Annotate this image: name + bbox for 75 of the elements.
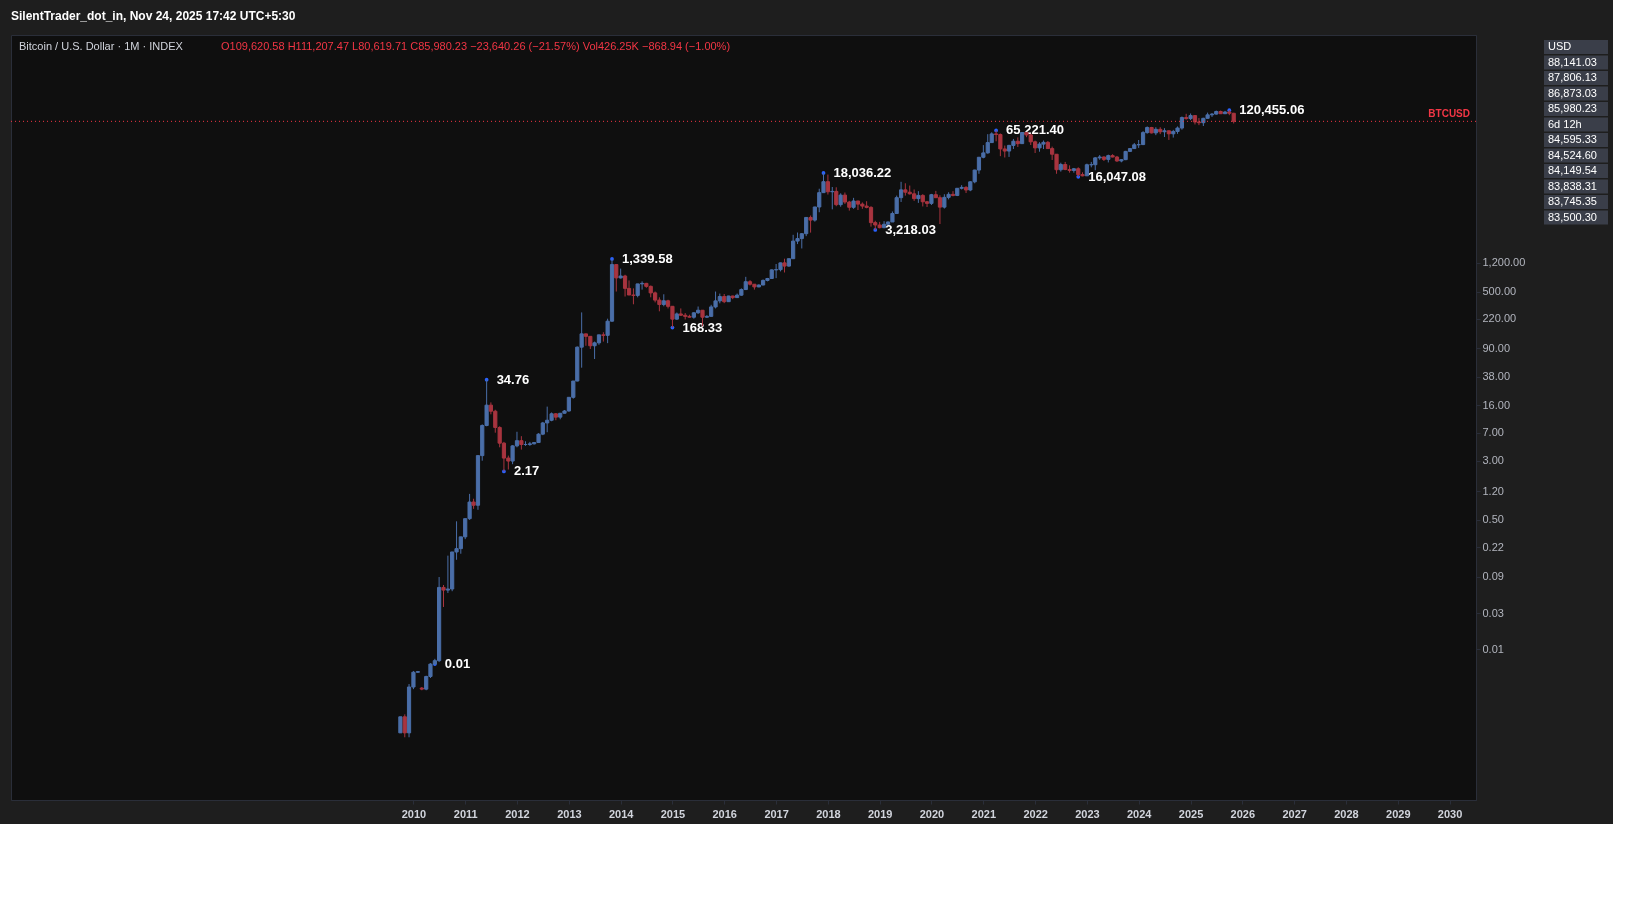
text: 84,149.54 (1548, 164, 1597, 176)
text: 83,745.35 (1548, 195, 1597, 207)
text: 85,980.23 (1548, 102, 1597, 114)
annotation: 34.76 (496, 371, 530, 387)
annotation: 168.33 (682, 319, 723, 335)
text: SilentTrader_dot_in, Nov 24, 2025 17:42 UTC+5:30 (11, 9, 296, 23)
x-tick-label: 2010 (401, 807, 427, 820)
chart-title: Bitcoin / U.S. Dollar · 1M · INDEX (19, 40, 184, 52)
annotation: 1,339.58 (622, 250, 673, 266)
annotation: 0.01 (444, 656, 471, 672)
x-tick-label: 2011 (453, 807, 478, 820)
x-tick-label: 2024 (1126, 807, 1153, 820)
y-tick-label: 0.09 (1482, 570, 1504, 583)
annotation: 3,218.03 (885, 221, 936, 237)
annotation: 18,036.22 (833, 164, 892, 180)
ref-line-label: BTCUSD (1428, 108, 1470, 120)
candlestick (804, 216, 809, 237)
y-tick-label: 3.00 (1482, 454, 1504, 467)
x-tick-label: 2019 (867, 807, 893, 820)
y-tick-label: 220.00 (1482, 312, 1517, 325)
text: 83,838.31 (1548, 179, 1597, 192)
x-tick-label: 2018 (816, 807, 841, 820)
candlestick (402, 713, 407, 738)
x-tick-label: 2015 (660, 807, 686, 820)
candlestick (614, 263, 619, 293)
candlestick (583, 333, 589, 347)
text: 88,141.03 (1548, 55, 1597, 68)
annotation: 16,047.08 (1088, 168, 1147, 184)
y-tick-label: 16.00 (1482, 398, 1511, 411)
y-tick-label: 90.00 (1482, 341, 1511, 354)
y-tick-label: 0.22 (1482, 540, 1504, 553)
candlestick (950, 190, 956, 197)
text: 6d 12h (1548, 117, 1582, 130)
text: USD (1548, 40, 1572, 52)
x-tick-label: 2028 (1334, 807, 1359, 820)
candlestick (1166, 130, 1171, 141)
x-tick-label: 2027 (1282, 807, 1307, 820)
candlestick (834, 186, 839, 207)
annotation: 2.17 (513, 463, 540, 479)
candlestick (868, 205, 874, 228)
text: 84,524.60 (1548, 148, 1597, 161)
x-tick-label: 2021 (971, 807, 997, 820)
y-tick-label: 500.00 (1482, 285, 1517, 298)
candlestick (626, 279, 632, 296)
x-tick-label: 2029 (1386, 807, 1411, 820)
x-tick-label: 2025 (1178, 807, 1204, 820)
text: 87,806.13 (1548, 71, 1597, 83)
x-tick-label: 2030 (1437, 807, 1463, 820)
x-tick-label: 2013 (557, 807, 582, 820)
y-tick-label: 0.50 (1482, 513, 1504, 526)
x-tick-label: 2012 (505, 807, 530, 820)
candlestick (825, 174, 830, 196)
candlestick (985, 133, 990, 155)
x-tick-label: 2014 (608, 807, 635, 820)
x-tick-label: 2022 (1023, 807, 1048, 820)
x-tick-label: 2020 (919, 807, 945, 820)
y-tick-label: 1.20 (1482, 484, 1504, 497)
text: 86,873.03 (1548, 86, 1597, 99)
y-tick-label: 1,200.00 (1482, 256, 1526, 269)
candlestick (510, 444, 515, 465)
candlestick (441, 584, 446, 608)
candlestick (445, 555, 450, 594)
x-tick-label: 2017 (764, 807, 789, 820)
x-tick-label: 2016 (712, 807, 737, 820)
x-tick-label: 2026 (1230, 807, 1256, 820)
candlestick (545, 406, 550, 433)
chart-subtitle: O109,620.58 H111,207.47 L80,619.71 C85,980.23 −23,640.26 (−21.57%) Vol426.25K −868.94 (−1.00%) (221, 40, 731, 52)
y-tick-label: 38.00 (1482, 370, 1511, 383)
y-tick-label: 0.01 (1482, 642, 1504, 655)
text: 84,595.33 (1548, 133, 1597, 145)
text: 83,500.30 (1548, 210, 1597, 223)
annotation: 120,455.06 (1239, 102, 1305, 118)
y-tick-label: 7.00 (1482, 426, 1504, 439)
x-tick-label: 2023 (1075, 807, 1100, 820)
y-tick-label: 0.03 (1482, 606, 1504, 619)
